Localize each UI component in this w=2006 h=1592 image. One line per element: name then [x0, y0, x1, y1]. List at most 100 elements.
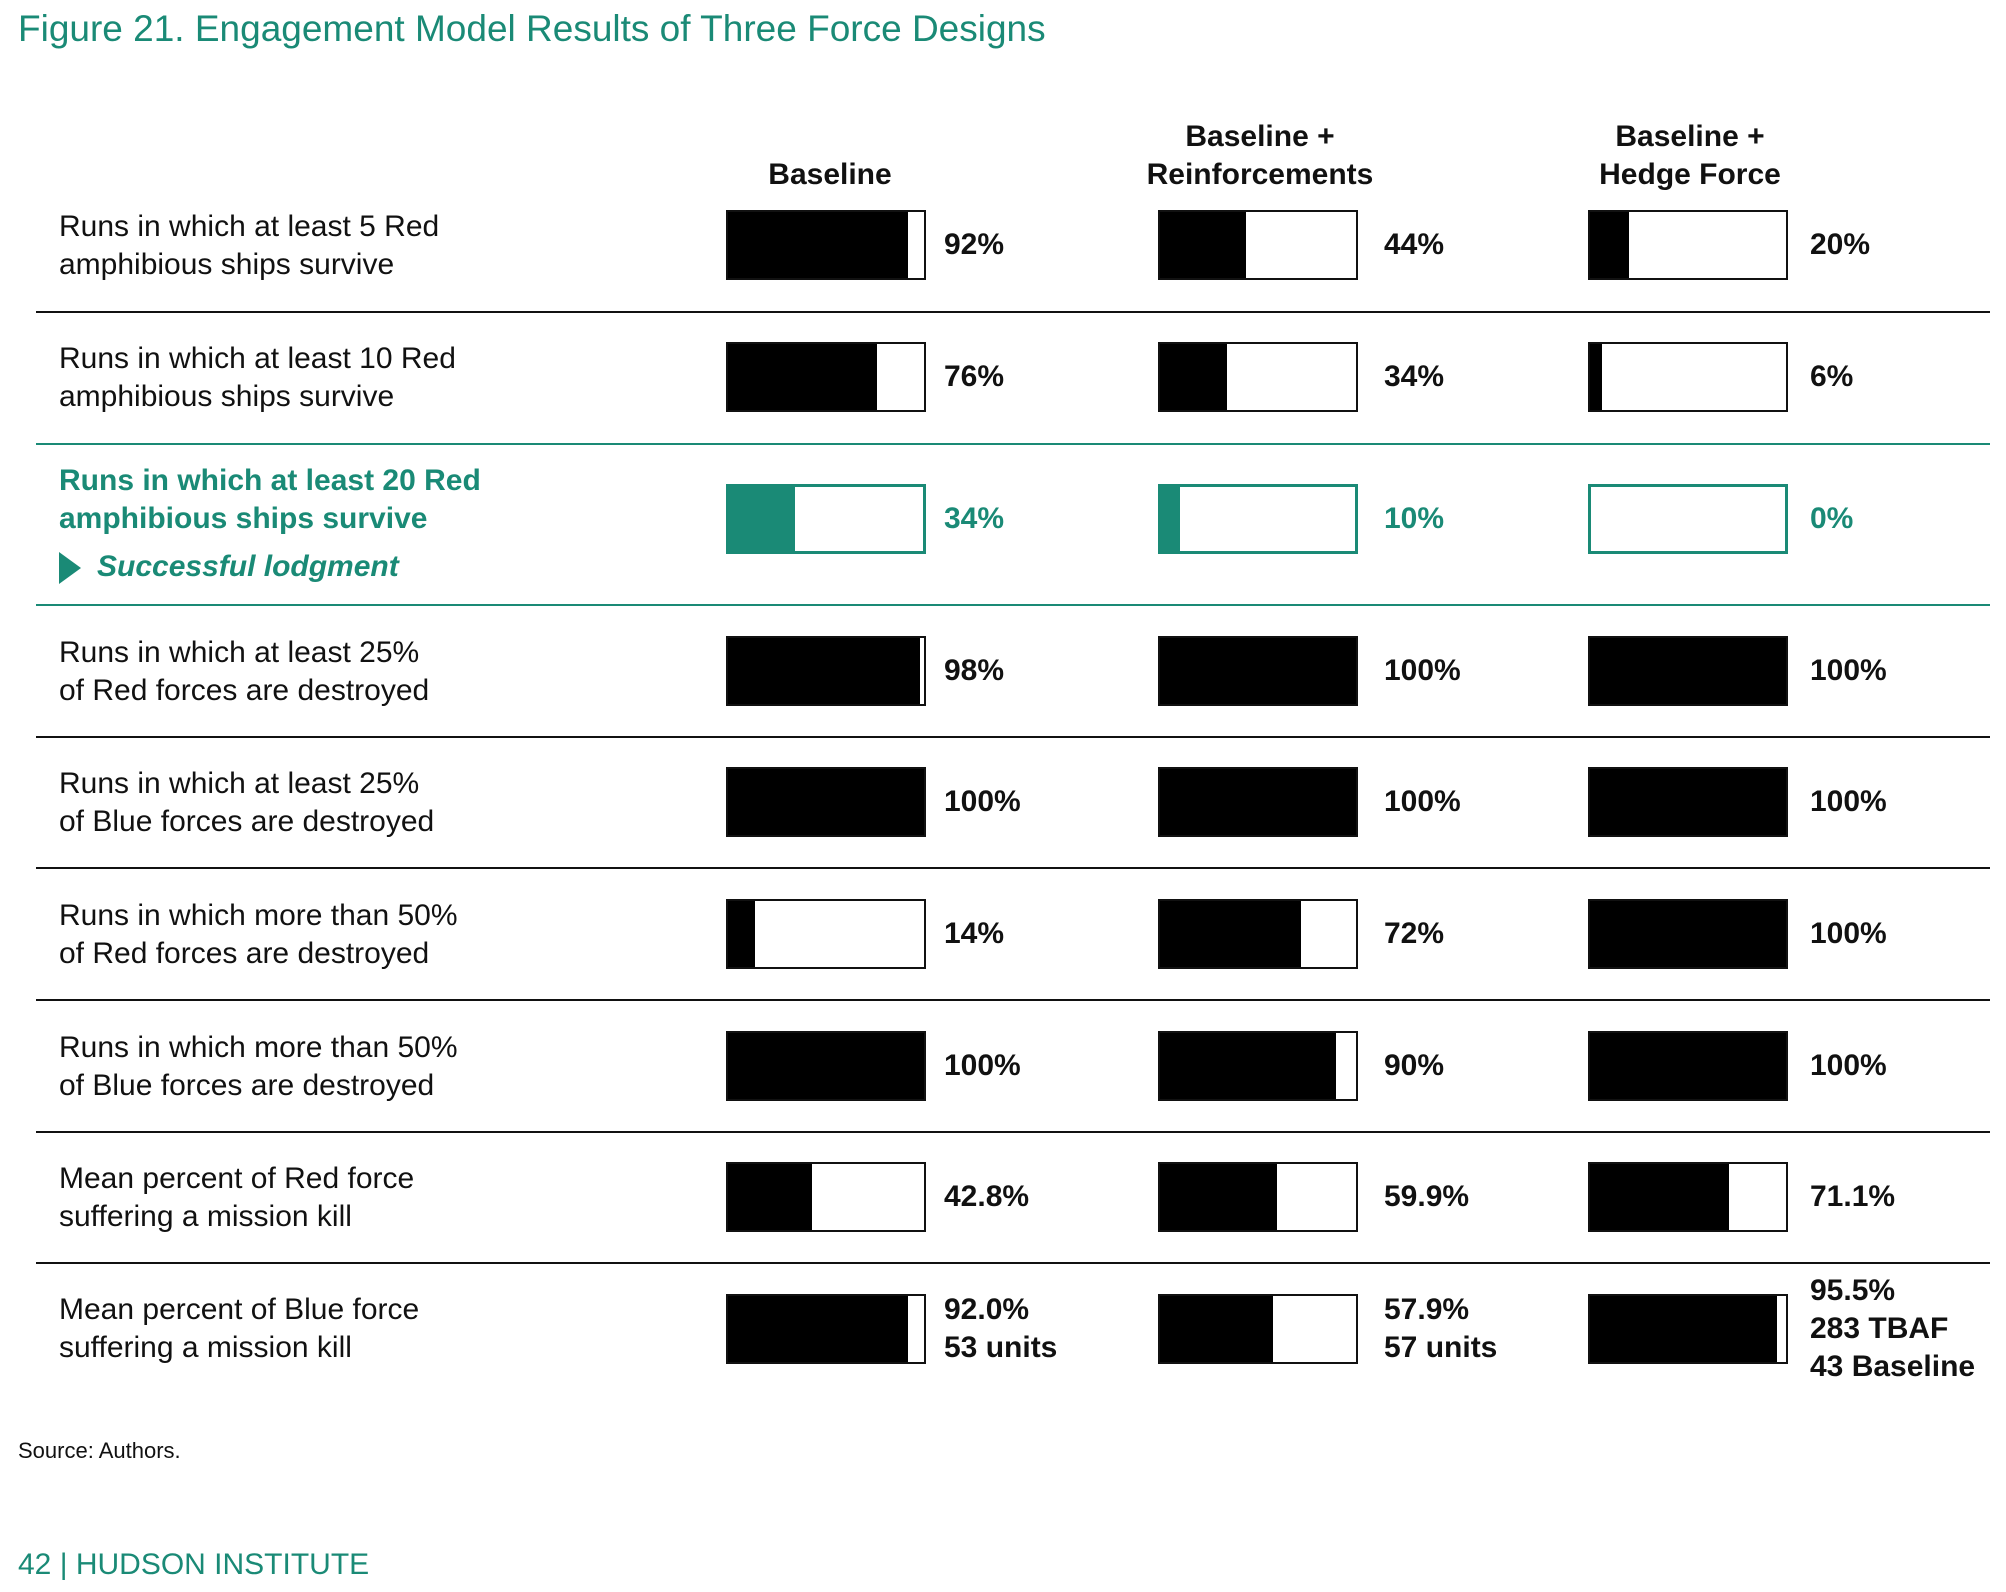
bar-baseline — [726, 899, 926, 969]
bar-baseline — [726, 210, 926, 280]
row-label-line: Runs in which at least 25% — [59, 636, 420, 669]
bar-fill — [1160, 769, 1356, 835]
row-label: Mean percent of Blue force suffering a mi… — [59, 1291, 699, 1367]
successful-lodgment-note: Successful lodgment — [59, 550, 399, 585]
bar-fill — [728, 1296, 909, 1362]
source-note: Source: Authors. — [18, 1438, 181, 1463]
bar-fill — [728, 1164, 812, 1230]
row-divider — [36, 867, 1990, 869]
bar-hedge-force — [1588, 484, 1788, 554]
bar-baseline — [726, 484, 926, 554]
row-label: Runs in which at least 5 Red amphibious s… — [59, 208, 699, 284]
row-label-line: amphibious ships survive — [59, 380, 395, 413]
bar-fill — [729, 487, 795, 551]
row-label-line: Mean percent of Red force — [59, 1162, 415, 1195]
bar-hedge-force — [1588, 1031, 1788, 1101]
row-label-line: Runs in which more than 50% — [59, 1031, 458, 1064]
row-divider — [36, 604, 1990, 606]
row-label: Mean percent of Red force suffering a mis… — [59, 1160, 699, 1236]
row-label: Runs in which at least 10 Red amphibious … — [59, 340, 699, 416]
bar-fill — [1160, 344, 1227, 410]
bar-reinforcements — [1158, 899, 1358, 969]
value-label-reinforcements: 57.9% 57 units — [1384, 1291, 1497, 1367]
value-label-hedge-force: 100% — [1810, 1047, 1887, 1085]
value-label-reinforcements: 10% — [1384, 500, 1444, 538]
row-divider — [36, 1262, 1990, 1264]
value-label-line: 34% — [944, 502, 1005, 535]
bar-baseline — [726, 1294, 926, 1364]
row-label: Runs in which more than 50% of Red forces… — [59, 897, 699, 973]
bar-baseline — [726, 767, 926, 837]
row-label-line: of Blue forces are destroyed — [59, 1069, 435, 1102]
value-label-line: 44% — [1384, 228, 1445, 261]
value-label-line: 57 units — [1384, 1331, 1498, 1364]
bar-fill — [1160, 901, 1302, 967]
bar-baseline — [726, 342, 926, 412]
bar-fill — [1590, 638, 1786, 704]
row-divider — [36, 1131, 1990, 1133]
value-label-line: 92.0% — [944, 1293, 1030, 1326]
bar-fill — [1590, 1296, 1778, 1362]
value-label-baseline: 92% — [944, 226, 1004, 264]
value-label-line: 6% — [1810, 360, 1854, 393]
value-label-baseline: 14% — [944, 915, 1004, 953]
value-label-baseline: 100% — [944, 1047, 1021, 1085]
bar-hedge-force — [1588, 342, 1788, 412]
bar-fill — [1590, 1033, 1786, 1099]
column-header-line: Hedge Force — [1599, 158, 1781, 191]
value-label-line: 100% — [944, 785, 1021, 818]
column-header-line: Baseline + — [1185, 120, 1335, 153]
value-label-hedge-force: 20% — [1810, 226, 1870, 264]
value-label-line: 0% — [1810, 502, 1854, 535]
lodgment-note-text: Successful lodgment — [97, 550, 399, 583]
value-label-line: 59.9% — [1384, 1180, 1470, 1213]
value-label-line: 98% — [944, 654, 1005, 687]
value-label-hedge-force: 100% — [1810, 652, 1887, 690]
bar-fill — [1590, 212, 1630, 278]
value-label-baseline: 34% — [944, 500, 1004, 538]
value-label-line: 43 Baseline — [1810, 1350, 1976, 1383]
value-label-baseline: 42.8% — [944, 1178, 1029, 1216]
value-label-reinforcements: 34% — [1384, 358, 1444, 396]
row-label-line: Mean percent of Blue force — [59, 1293, 420, 1326]
bar-hedge-force — [1588, 1294, 1788, 1364]
value-label-line: 72% — [1384, 917, 1445, 950]
column-header-line: Reinforcements — [1146, 158, 1374, 191]
row-divider — [36, 311, 1990, 313]
bar-baseline — [726, 636, 926, 706]
value-label-line: 71.1% — [1810, 1180, 1896, 1213]
page-footer: 42 | HUDSON INSTITUTE — [18, 1548, 370, 1581]
row-label-line: Runs in which at least 10 Red — [59, 342, 456, 375]
value-label-line: 100% — [944, 1049, 1021, 1082]
figure-title: Figure 21. Engagement Model Results of T… — [18, 8, 1046, 49]
row-label-line: amphibious ships survive — [59, 502, 428, 535]
row-label-line: suffering a mission kill — [59, 1331, 352, 1364]
bar-reinforcements — [1158, 1294, 1358, 1364]
row-label-line: Runs in which at least 20 Red — [59, 464, 481, 497]
column-header-baseline: Baseline — [660, 156, 1000, 194]
row-label-line: of Blue forces are destroyed — [59, 805, 435, 838]
value-label-reinforcements: 72% — [1384, 915, 1444, 953]
bar-reinforcements — [1158, 1162, 1358, 1232]
bar-reinforcements — [1158, 342, 1358, 412]
row-label-line: amphibious ships survive — [59, 248, 395, 281]
bar-fill — [1160, 212, 1247, 278]
value-label-hedge-force: 100% — [1810, 783, 1887, 821]
bar-reinforcements — [1158, 1031, 1358, 1101]
bar-reinforcements — [1158, 636, 1358, 706]
value-label-line: 57.9% — [1384, 1293, 1470, 1326]
value-label-line: 100% — [1384, 785, 1461, 818]
bar-baseline — [726, 1031, 926, 1101]
column-header-line: Baseline — [768, 158, 892, 191]
column-header-line: Baseline + — [1615, 120, 1765, 153]
value-label-reinforcements: 100% — [1384, 652, 1461, 690]
bar-fill — [1160, 1164, 1278, 1230]
bar-fill — [728, 1033, 924, 1099]
bar-hedge-force — [1588, 767, 1788, 837]
value-label-line: 53 units — [944, 1331, 1058, 1364]
value-label-hedge-force: 95.5% 283 TBAF 43 Baseline — [1810, 1272, 1975, 1386]
value-label-line: 42.8% — [944, 1180, 1030, 1213]
value-label-baseline: 100% — [944, 783, 1021, 821]
bar-reinforcements — [1158, 210, 1358, 280]
